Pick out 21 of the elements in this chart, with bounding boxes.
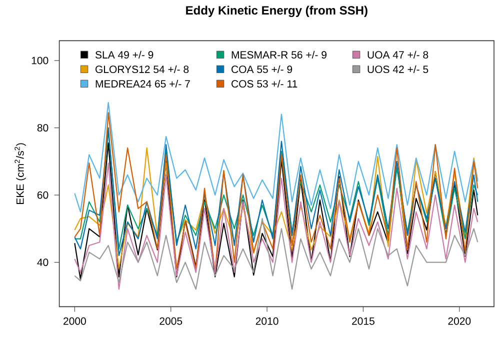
legend-label: SLA 49 +/- 9 bbox=[95, 50, 154, 59]
y-axis-title: EKE (cm$^{2}$/s$^{2}$) bbox=[14, 143, 26, 204]
legend-label: MESMAR-R 56 +/- 9 bbox=[232, 50, 326, 59]
x-tick-label: 2020 bbox=[448, 317, 471, 325]
y-tick-label: 100 bbox=[32, 56, 48, 64]
line-series bbox=[74, 102, 478, 212]
legend-label: MEDREA24 65 +/- 7 bbox=[96, 80, 190, 88]
x-tick-label: 2005 bbox=[160, 317, 182, 325]
y-tick-label: 40 bbox=[37, 258, 48, 266]
x-tick-label: 2010 bbox=[256, 317, 278, 325]
y-tick-label: 60 bbox=[37, 191, 48, 199]
legend-label: GLORYS12 54 +/- 8 bbox=[96, 65, 189, 74]
legend-label: UOA 47 +/- 8 bbox=[368, 50, 428, 59]
x-tick-label: 2015 bbox=[352, 317, 374, 325]
line-series bbox=[74, 162, 478, 290]
x-tick-label: 2000 bbox=[64, 317, 86, 325]
legend-label: COS 53 +/- 11 bbox=[232, 80, 298, 88]
chart-title: Eddy Kinetic Energy (from SSH) bbox=[186, 6, 368, 18]
legend-label: UOS 42 +/- 5 bbox=[368, 65, 428, 74]
y-tick-label: 80 bbox=[37, 124, 48, 132]
legend-label: COA 55 +/- 9 bbox=[232, 65, 292, 74]
